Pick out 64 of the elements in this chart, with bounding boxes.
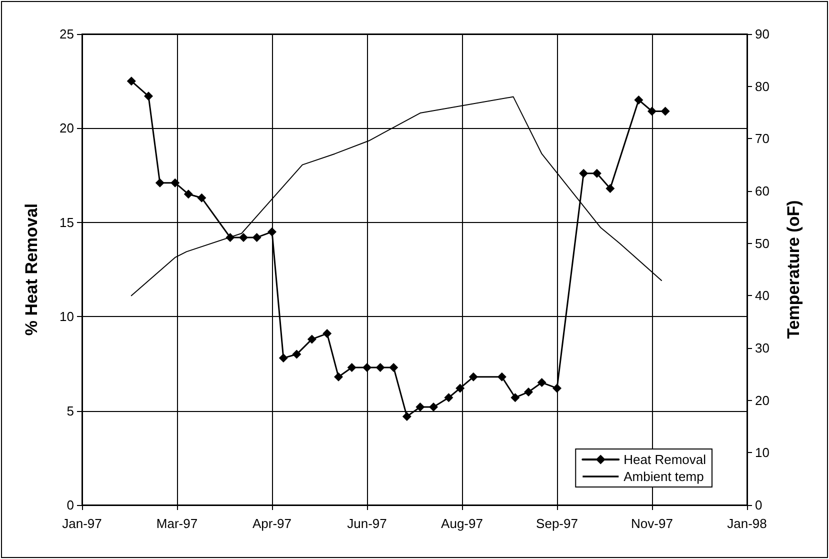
point — [592, 168, 602, 178]
point — [402, 412, 412, 421]
x-tick-label: Nov-97 — [631, 516, 673, 531]
y2-tick-label: 80 — [755, 78, 770, 94]
x-tick-label: Apr-97 — [252, 516, 292, 531]
point — [144, 92, 153, 101]
point — [155, 178, 164, 188]
point — [376, 362, 385, 372]
x-tick-label: Sep-97 — [536, 516, 578, 531]
y2-tick-label: 20 — [755, 392, 770, 408]
point — [197, 193, 206, 202]
legend-label: Ambient temp — [624, 469, 704, 484]
y-tick-label: 20 — [60, 120, 74, 136]
point — [660, 106, 670, 116]
y-axis-title: % Heat Removal — [22, 203, 41, 336]
point — [170, 178, 180, 188]
point — [537, 378, 546, 388]
y-tick-label: 10 — [60, 309, 74, 324]
point — [184, 190, 193, 199]
point — [239, 232, 248, 242]
y2-axis-title: Temperature (oF) — [784, 200, 803, 339]
point — [429, 402, 438, 412]
point — [579, 168, 588, 178]
point — [416, 402, 425, 412]
point — [444, 393, 454, 402]
point — [634, 95, 644, 104]
point — [552, 384, 562, 393]
x-tick-label: Jun-97 — [347, 516, 387, 531]
point — [322, 329, 332, 338]
point — [389, 362, 398, 372]
point — [362, 362, 372, 372]
legend-label: Heat Removal — [624, 452, 706, 467]
y2-tick-label: 70 — [755, 131, 770, 146]
y-tick-label: 5 — [66, 403, 74, 418]
point — [497, 372, 506, 382]
y2-tick-label: 0 — [755, 498, 762, 512]
y-tick-label: 0 — [66, 498, 74, 512]
x-tick-label: Aug-97 — [441, 516, 483, 531]
y-tick-label: 15 — [60, 214, 74, 230]
point — [456, 384, 465, 393]
point — [268, 227, 276, 236]
y2-tick-label: 30 — [755, 340, 770, 356]
y2-tick-label: 60 — [755, 184, 770, 198]
point — [468, 372, 478, 382]
y2-tick-label: 90 — [755, 26, 770, 42]
x-tick-label: Jan-98 — [727, 516, 767, 531]
point — [226, 232, 235, 242]
x-tick-label: Mar-97 — [156, 516, 198, 531]
y2-tick-label: 50 — [755, 236, 770, 251]
point — [307, 334, 316, 344]
point — [292, 350, 302, 359]
point — [524, 387, 533, 396]
x-tick-label: Jan-97 — [62, 516, 102, 531]
point — [252, 232, 262, 242]
point — [278, 354, 288, 363]
point — [606, 184, 615, 193]
y2-tick-label: 10 — [755, 445, 770, 460]
point — [347, 362, 356, 372]
point — [510, 393, 520, 402]
point — [334, 372, 343, 382]
point — [126, 76, 136, 86]
y-tick-label: 25 — [60, 26, 74, 42]
y2-tick-label: 40 — [755, 288, 770, 304]
point — [648, 106, 656, 116]
